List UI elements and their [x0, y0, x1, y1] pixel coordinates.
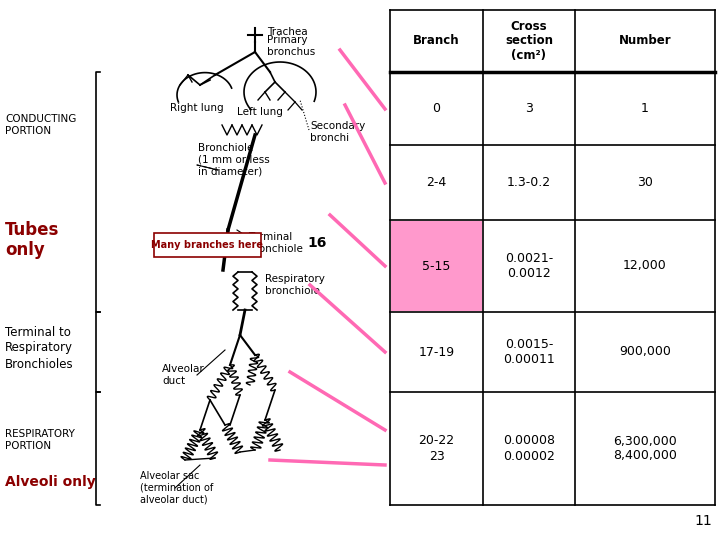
- Text: 20-22
23: 20-22 23: [418, 435, 454, 462]
- FancyBboxPatch shape: [391, 221, 482, 311]
- Text: Many branches here: Many branches here: [151, 240, 263, 250]
- Text: Bronchiole
(1 mm or less
in diameter): Bronchiole (1 mm or less in diameter): [198, 144, 270, 177]
- Text: Branch: Branch: [413, 35, 460, 48]
- Text: Respiratory
bronchiole: Respiratory bronchiole: [265, 274, 325, 296]
- Text: 30: 30: [637, 176, 653, 189]
- Text: 1: 1: [641, 102, 649, 115]
- Text: Tubes
only: Tubes only: [5, 221, 59, 259]
- Text: Cross
section
(cm²): Cross section (cm²): [505, 19, 553, 63]
- Text: RESPIRATORY
PORTION: RESPIRATORY PORTION: [5, 429, 75, 451]
- Text: 16: 16: [307, 236, 326, 250]
- Text: 12,000: 12,000: [623, 260, 667, 273]
- Text: Secondary
bronchi: Secondary bronchi: [310, 121, 365, 143]
- Text: CONDUCTING
PORTION: CONDUCTING PORTION: [5, 114, 76, 136]
- FancyBboxPatch shape: [154, 233, 261, 257]
- Text: 1.3-0.2: 1.3-0.2: [507, 176, 551, 189]
- Text: Terminal
bronchiole: Terminal bronchiole: [248, 232, 303, 254]
- Text: 0.0015-
0.00011: 0.0015- 0.00011: [503, 338, 555, 366]
- Text: 900,000: 900,000: [619, 346, 671, 359]
- Text: 0: 0: [433, 102, 441, 115]
- Text: Primary
bronchus: Primary bronchus: [267, 35, 315, 57]
- Text: 11: 11: [694, 514, 712, 528]
- Text: 0.00008
0.00002: 0.00008 0.00002: [503, 435, 555, 462]
- Text: Right lung: Right lung: [170, 103, 224, 113]
- Text: 2-4: 2-4: [426, 176, 446, 189]
- Text: Left lung: Left lung: [237, 107, 283, 117]
- Text: 17-19: 17-19: [418, 346, 454, 359]
- Text: 0.0021-
0.0012: 0.0021- 0.0012: [505, 252, 553, 280]
- Text: Number: Number: [618, 35, 671, 48]
- Text: 3: 3: [525, 102, 533, 115]
- Text: Alveolar
duct: Alveolar duct: [162, 364, 204, 386]
- Text: Trachea: Trachea: [267, 27, 307, 37]
- Text: Terminal to
Respiratory
Bronchioles: Terminal to Respiratory Bronchioles: [5, 326, 73, 370]
- Text: Alveolar sac
(termination of
alveolar duct): Alveolar sac (termination of alveolar du…: [140, 471, 213, 504]
- Text: 6,300,000
8,400,000: 6,300,000 8,400,000: [613, 435, 677, 462]
- Text: Alveoli only: Alveoli only: [5, 475, 96, 489]
- Text: 5-15: 5-15: [423, 260, 451, 273]
